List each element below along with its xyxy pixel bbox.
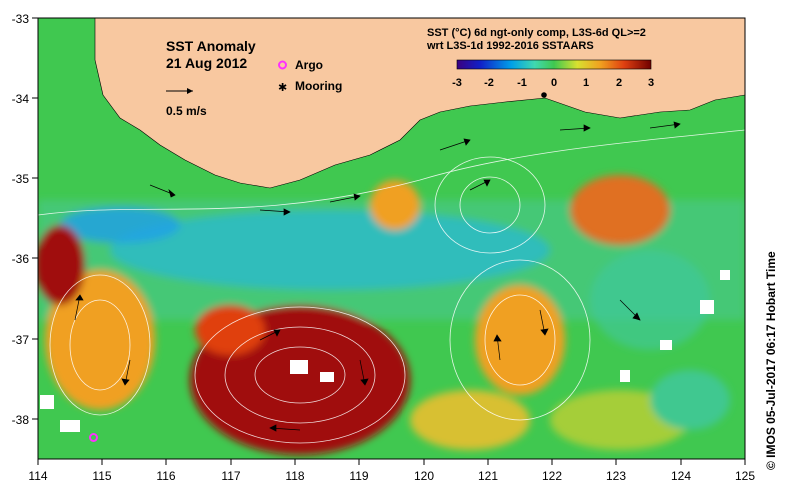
plot-frame (37, 17, 746, 460)
colorbar-title-line1: SST (°C) 6d ngt-only comp, L3S-6d QL>=2 (427, 27, 646, 39)
map-title: SST Anomaly (166, 38, 256, 54)
lon-tick-label: 119 (349, 469, 368, 483)
argo-legend-label: Argo (295, 58, 323, 72)
ssh-contours (38, 129, 745, 444)
lon-tick-label: 117 (221, 469, 240, 483)
latitude-axis: -33 -34 -35 -36 -37 -38 (12, 12, 30, 427)
colorbar-tick: 2 (616, 77, 622, 89)
lat-tick-label: -34 (12, 92, 30, 106)
argo-legend-icon (278, 60, 287, 70)
lon-tick-label: 118 (285, 469, 304, 483)
mooring-marker (541, 92, 547, 98)
colorbar-title-line2: wrt L3S-1d 1992-2016 SSTAARS (426, 40, 594, 52)
velocity-scale: 0.5 m/s (166, 88, 207, 118)
current-vectors (74, 121, 681, 432)
lon-tick-label: 115 (92, 469, 111, 483)
colorbar-scale (456, 59, 652, 70)
lon-tick-label: 120 (414, 469, 434, 483)
colorbar-tick: -2 (484, 77, 494, 89)
lat-tick-label: -33 (12, 12, 30, 26)
lon-tick-label: 124 (671, 469, 691, 483)
marker-legend: Argo ✱ Mooring (278, 58, 342, 94)
lat-tick-label: -37 (12, 333, 30, 347)
scale-label: 0.5 m/s (166, 104, 207, 118)
lon-tick-label: 121 (478, 469, 498, 483)
mooring-legend-label: Mooring (295, 79, 342, 93)
colorbar: SST (°C) 6d ngt-only comp, L3S-6d QL>=2 … (426, 27, 654, 89)
colorbar-tick: 0 (551, 77, 557, 89)
lon-tick-label: 123 (606, 469, 626, 483)
colorbar-tick: 1 (583, 77, 589, 89)
lon-tick-label: 122 (542, 469, 562, 483)
colorbar-tick: -1 (517, 77, 527, 89)
map-plot-area (38, 18, 745, 459)
colorbar-tick: 3 (648, 77, 654, 89)
lat-tick-label: -38 (12, 413, 30, 427)
credit-text: © IMOS 05-Jul-2017 06:17 Hobart Time (764, 251, 778, 470)
longitude-axis: 114 115 116 117 118 119 120 121 122 123 … (28, 469, 755, 483)
colorbar-tick: -3 (452, 77, 462, 89)
lon-tick-label: 125 (735, 469, 755, 483)
lat-tick-label: -35 (12, 172, 30, 186)
axis-tick-marks (32, 17, 746, 465)
map-date: 21 Aug 2012 (166, 55, 247, 71)
cloud-mask (40, 270, 730, 432)
lat-tick-label: -36 (12, 252, 30, 266)
argo-marker (89, 433, 98, 442)
mooring-legend-icon: ✱ (278, 82, 287, 94)
lon-tick-label: 114 (28, 469, 47, 483)
lon-tick-label: 116 (156, 469, 175, 483)
